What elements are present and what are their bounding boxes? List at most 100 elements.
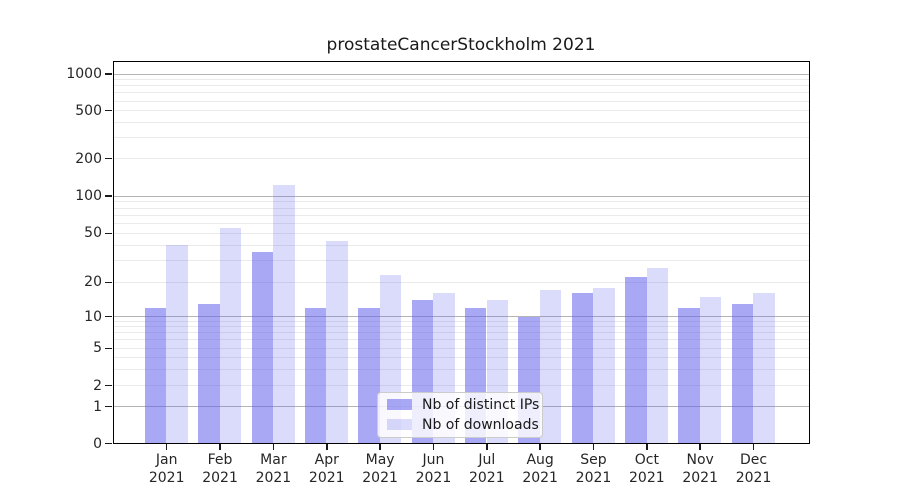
x-tick-month: Mar (260, 452, 287, 468)
x-tick-year: 2021 (308, 469, 345, 486)
legend-label-distinct-ips: Nb of distinct IPs (422, 396, 540, 413)
x-tick-month: May (365, 452, 395, 468)
x-tick-month: Sep (580, 452, 607, 468)
gridline-minor (114, 85, 809, 87)
x-tick-label: Jun 2021 (405, 452, 461, 487)
x-tick (592, 444, 595, 450)
y-tick-label: 10 (84, 308, 102, 325)
legend-item-downloads: Nb of downloads (387, 417, 539, 433)
x-tick-label: Aug 2021 (512, 452, 568, 487)
legend-item-distinct-ips: Nb of distinct IPs (387, 397, 539, 413)
y-tick (105, 73, 112, 75)
x-tick-month: Jul (478, 452, 496, 468)
bar-downloads-aug (539, 290, 562, 443)
bar-distinct-ips-feb (198, 303, 220, 443)
y-tick (105, 405, 112, 408)
y-tick (105, 347, 112, 350)
bar-downloads-apr (326, 241, 349, 443)
x-tick-label: Apr 2021 (299, 452, 355, 487)
x-tick-label: Nov 2021 (672, 452, 728, 487)
legend-swatch-downloads-icon (387, 419, 412, 430)
y-tick (105, 232, 112, 235)
gridline-minor (114, 79, 809, 81)
y-tick-label: 50 (84, 225, 102, 242)
bar-downloads-mar (273, 185, 295, 443)
x-tick-year: 2021 (735, 469, 772, 486)
gridline-minor (114, 260, 809, 262)
x-tick (165, 444, 168, 450)
gridline-minor (114, 92, 809, 94)
x-tick-year: 2021 (629, 469, 665, 486)
legend: Nb of distinct IPs Nb of downloads (377, 391, 543, 438)
x-tick-year: 2021 (682, 469, 718, 486)
bar-distinct-ips-may (358, 307, 380, 443)
bar-distinct-ips-mar (251, 252, 274, 443)
x-tick (219, 444, 221, 450)
gridline-minor (114, 347, 809, 349)
x-tick (486, 444, 488, 450)
bar-downloads-feb (219, 228, 242, 443)
gridline-major (114, 316, 809, 318)
x-tick (646, 444, 648, 450)
x-tick-month: Apr (314, 452, 339, 468)
x-tick (539, 444, 541, 450)
x-tick-label: Feb 2021 (192, 452, 248, 487)
x-tick-month: Jun (422, 452, 445, 468)
x-tick-year: 2021 (522, 469, 558, 486)
x-tick-label: Sep 2021 (566, 452, 622, 487)
gridline-minor (114, 121, 809, 123)
y-tick-label: 1 (93, 398, 102, 415)
y-tick (105, 195, 112, 197)
legend-swatch-distinct-ips-icon (387, 399, 412, 410)
gridline-minor (114, 214, 809, 216)
x-tick (325, 444, 328, 450)
x-tick (379, 444, 381, 450)
gridline-minor (114, 332, 809, 334)
y-tick (105, 157, 112, 160)
y-tick (105, 109, 112, 112)
bar-distinct-ips-oct (624, 277, 647, 443)
x-tick-month: Aug (526, 452, 554, 468)
x-tick-year: 2021 (415, 469, 452, 486)
chart-title: prostateCancerStockholm 2021 (326, 35, 596, 55)
gridline-minor (114, 326, 809, 328)
gridline-minor (114, 356, 809, 358)
x-tick-year: 2021 (255, 469, 292, 486)
gridline-minor (114, 222, 809, 224)
bar-distinct-ips-sep (571, 293, 594, 443)
legend-label-downloads: Nb of downloads (422, 416, 539, 433)
bar-downloads-sep (593, 287, 615, 443)
bar-downloads-dec (753, 293, 775, 443)
gridline-minor (114, 232, 809, 234)
x-tick (272, 444, 275, 450)
gridline-minor (114, 339, 809, 341)
bar-downloads-nov (699, 296, 722, 443)
y-tick-label: 5 (93, 340, 102, 357)
bar-downloads-oct (646, 268, 669, 443)
y-tick (105, 315, 112, 318)
y-tick-label: 200 (75, 150, 102, 167)
gridline-minor (114, 244, 809, 246)
bar-distinct-ips-jan (144, 307, 167, 443)
y-tick (105, 442, 112, 445)
y-tick-label: 1000 (66, 66, 102, 82)
x-tick-year: 2021 (468, 469, 505, 486)
x-tick-month: Feb (207, 452, 233, 468)
x-tick-label: Mar 2021 (245, 452, 301, 487)
gridline-minor (114, 281, 809, 283)
y-tick-label: 100 (75, 188, 102, 204)
y-tick-label: 0 (93, 435, 102, 452)
y-tick (105, 281, 112, 284)
x-tick-label: Oct 2021 (619, 452, 675, 487)
x-tick (432, 444, 435, 450)
x-tick-year: 2021 (202, 469, 238, 486)
x-tick-month: Nov (686, 452, 714, 468)
bar-downloads-jan (166, 245, 188, 443)
gridline-minor (114, 201, 809, 203)
gridline-minor (114, 385, 809, 387)
x-tick (699, 444, 701, 450)
gridline-minor (114, 207, 809, 209)
gridline-minor (114, 100, 809, 102)
x-tick-year: 2021 (362, 469, 398, 486)
